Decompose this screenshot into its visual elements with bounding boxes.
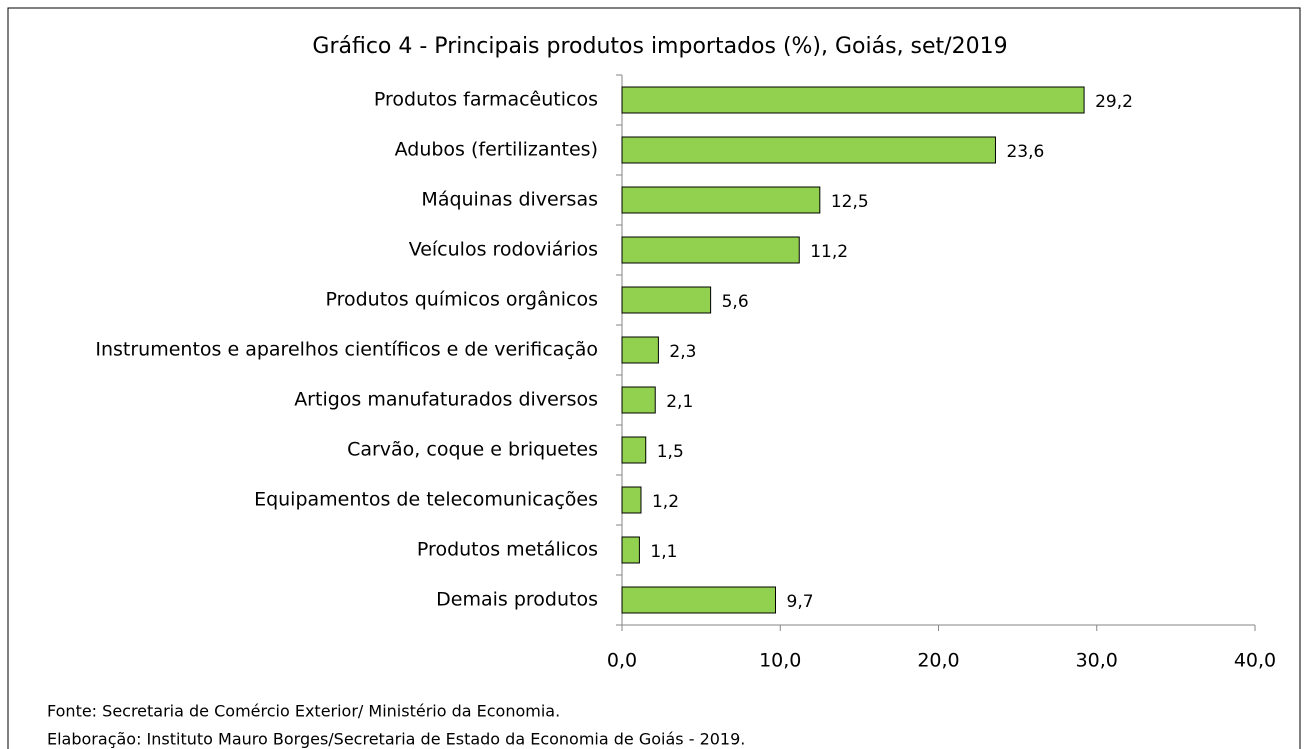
value-label: 11,2	[810, 242, 848, 262]
y-tick-label: Demais produtos	[436, 589, 598, 611]
x-tick-label: 10,0	[759, 650, 801, 672]
bar	[621, 136, 996, 164]
bar	[621, 486, 642, 514]
value-label: 1,5	[657, 442, 684, 462]
source-note: Fonte: Secretaria de Comércio Exterior/ …	[47, 702, 560, 721]
value-label: 5,6	[722, 292, 749, 312]
bar	[621, 536, 640, 564]
x-tick-label: 20,0	[917, 650, 959, 672]
credit-note: Elaboração: Instituto Mauro Borges/Secre…	[47, 730, 745, 749]
y-tick-label: Artigos manufaturados diversos	[294, 389, 598, 411]
y-tick-label: Produtos farmacêuticos	[374, 89, 598, 111]
y-tick-label: Produtos metálicos	[417, 539, 598, 561]
x-tick-label: 40,0	[1234, 650, 1276, 672]
value-label: 23,6	[1006, 142, 1044, 162]
bar	[621, 86, 1085, 114]
y-tick-label: Adubos (fertilizantes)	[395, 139, 598, 161]
value-label: 2,1	[666, 392, 693, 412]
bar	[621, 586, 777, 614]
value-label: 1,1	[650, 542, 677, 562]
y-tick-label: Máquinas diversas	[421, 189, 598, 211]
y-tick-label: Veículos rodoviários	[409, 239, 598, 261]
chart-border	[7, 7, 1301, 749]
y-tick-label: Produtos químicos orgânicos	[325, 289, 598, 311]
bar	[621, 386, 656, 414]
value-label: 29,2	[1095, 92, 1133, 112]
value-label: 2,3	[669, 342, 696, 362]
bar	[621, 186, 821, 214]
x-tick-label: 30,0	[1076, 650, 1118, 672]
bar	[621, 286, 712, 314]
value-label: 9,7	[787, 592, 814, 612]
y-tick-label: Instrumentos e aparelhos científicos e d…	[95, 339, 598, 361]
value-label: 1,2	[652, 492, 679, 512]
value-label: 12,5	[831, 192, 869, 212]
x-tick-label: 0,0	[607, 650, 637, 672]
bar	[621, 336, 659, 364]
chart-title: Gráfico 4 - Principais produtos importad…	[312, 34, 1007, 59]
bar	[621, 436, 647, 464]
bar	[621, 236, 800, 264]
y-tick-label: Equipamentos de telecomunicações	[254, 489, 598, 511]
y-tick-label: Carvão, coque e briquetes	[347, 439, 598, 461]
